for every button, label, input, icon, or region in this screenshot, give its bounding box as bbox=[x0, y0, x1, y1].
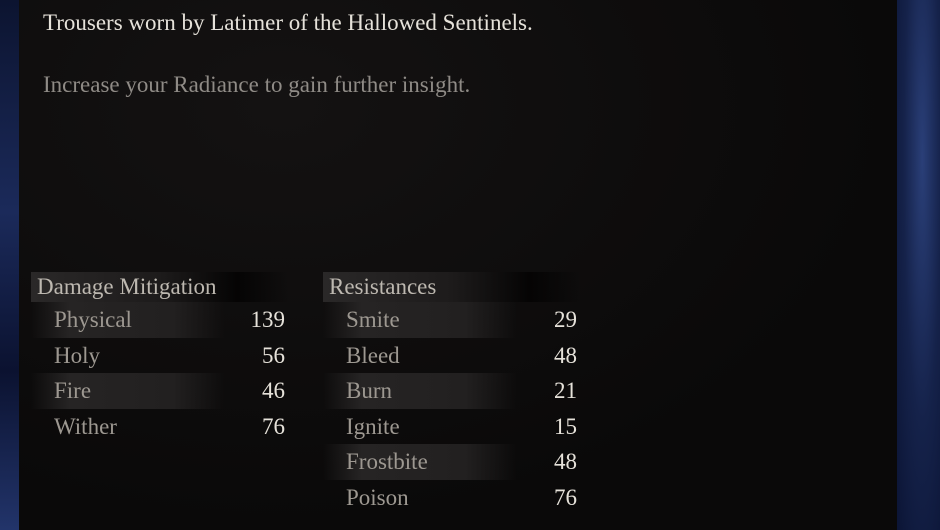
stat-row: Wither 76 bbox=[31, 409, 289, 445]
stat-row: Frostbite 48 bbox=[323, 444, 581, 480]
stat-row: Holy 56 bbox=[31, 338, 289, 374]
stat-value: 15 bbox=[554, 413, 577, 439]
stat-value: 56 bbox=[262, 342, 285, 368]
section-header: Resistances bbox=[323, 272, 581, 302]
stat-value: 48 bbox=[554, 449, 577, 474]
stat-value: 76 bbox=[554, 484, 577, 510]
insight-hint: Increase your Radiance to gain further i… bbox=[43, 72, 471, 97]
background-art-left bbox=[0, 0, 20, 530]
stat-row: Smite 29 bbox=[323, 302, 581, 338]
stat-label: Poison bbox=[346, 484, 409, 510]
stat-label: Smite bbox=[346, 307, 400, 332]
item-details-panel bbox=[19, 0, 897, 530]
background-art-right bbox=[896, 0, 940, 530]
stat-row: Ignite 15 bbox=[323, 409, 581, 445]
stat-label: Ignite bbox=[346, 413, 400, 439]
stat-label: Holy bbox=[54, 342, 100, 368]
stat-row: Burn 21 bbox=[323, 373, 581, 409]
stat-row: Physical 139 bbox=[31, 302, 289, 338]
stat-row: Fire 46 bbox=[31, 373, 289, 409]
stat-value: 29 bbox=[554, 307, 577, 332]
damage-mitigation-section: Damage Mitigation Physical 139 Holy 56 Fire 4… bbox=[31, 272, 289, 444]
stat-value: 21 bbox=[554, 378, 577, 403]
stat-row: Poison 76 bbox=[323, 480, 581, 516]
stat-label: Bleed bbox=[346, 342, 400, 368]
stat-value: 76 bbox=[262, 413, 285, 439]
stat-label: Burn bbox=[346, 378, 392, 403]
stat-label: Physical bbox=[54, 307, 132, 332]
resistances-section: Resistances Smite 29 Bleed 48 Burn 21 Ignite 15… bbox=[323, 272, 581, 515]
item-description: Trousers worn by Latimer of the Hallowed… bbox=[43, 10, 533, 35]
stat-label: Frostbite bbox=[346, 449, 428, 474]
section-header: Damage Mitigation bbox=[31, 272, 289, 302]
stat-value: 48 bbox=[554, 342, 577, 368]
stat-label: Fire bbox=[54, 378, 92, 403]
stat-row: Bleed 48 bbox=[323, 338, 581, 374]
stat-label: Wither bbox=[54, 413, 117, 439]
stat-value: 46 bbox=[262, 378, 285, 403]
stat-value: 139 bbox=[250, 307, 286, 332]
